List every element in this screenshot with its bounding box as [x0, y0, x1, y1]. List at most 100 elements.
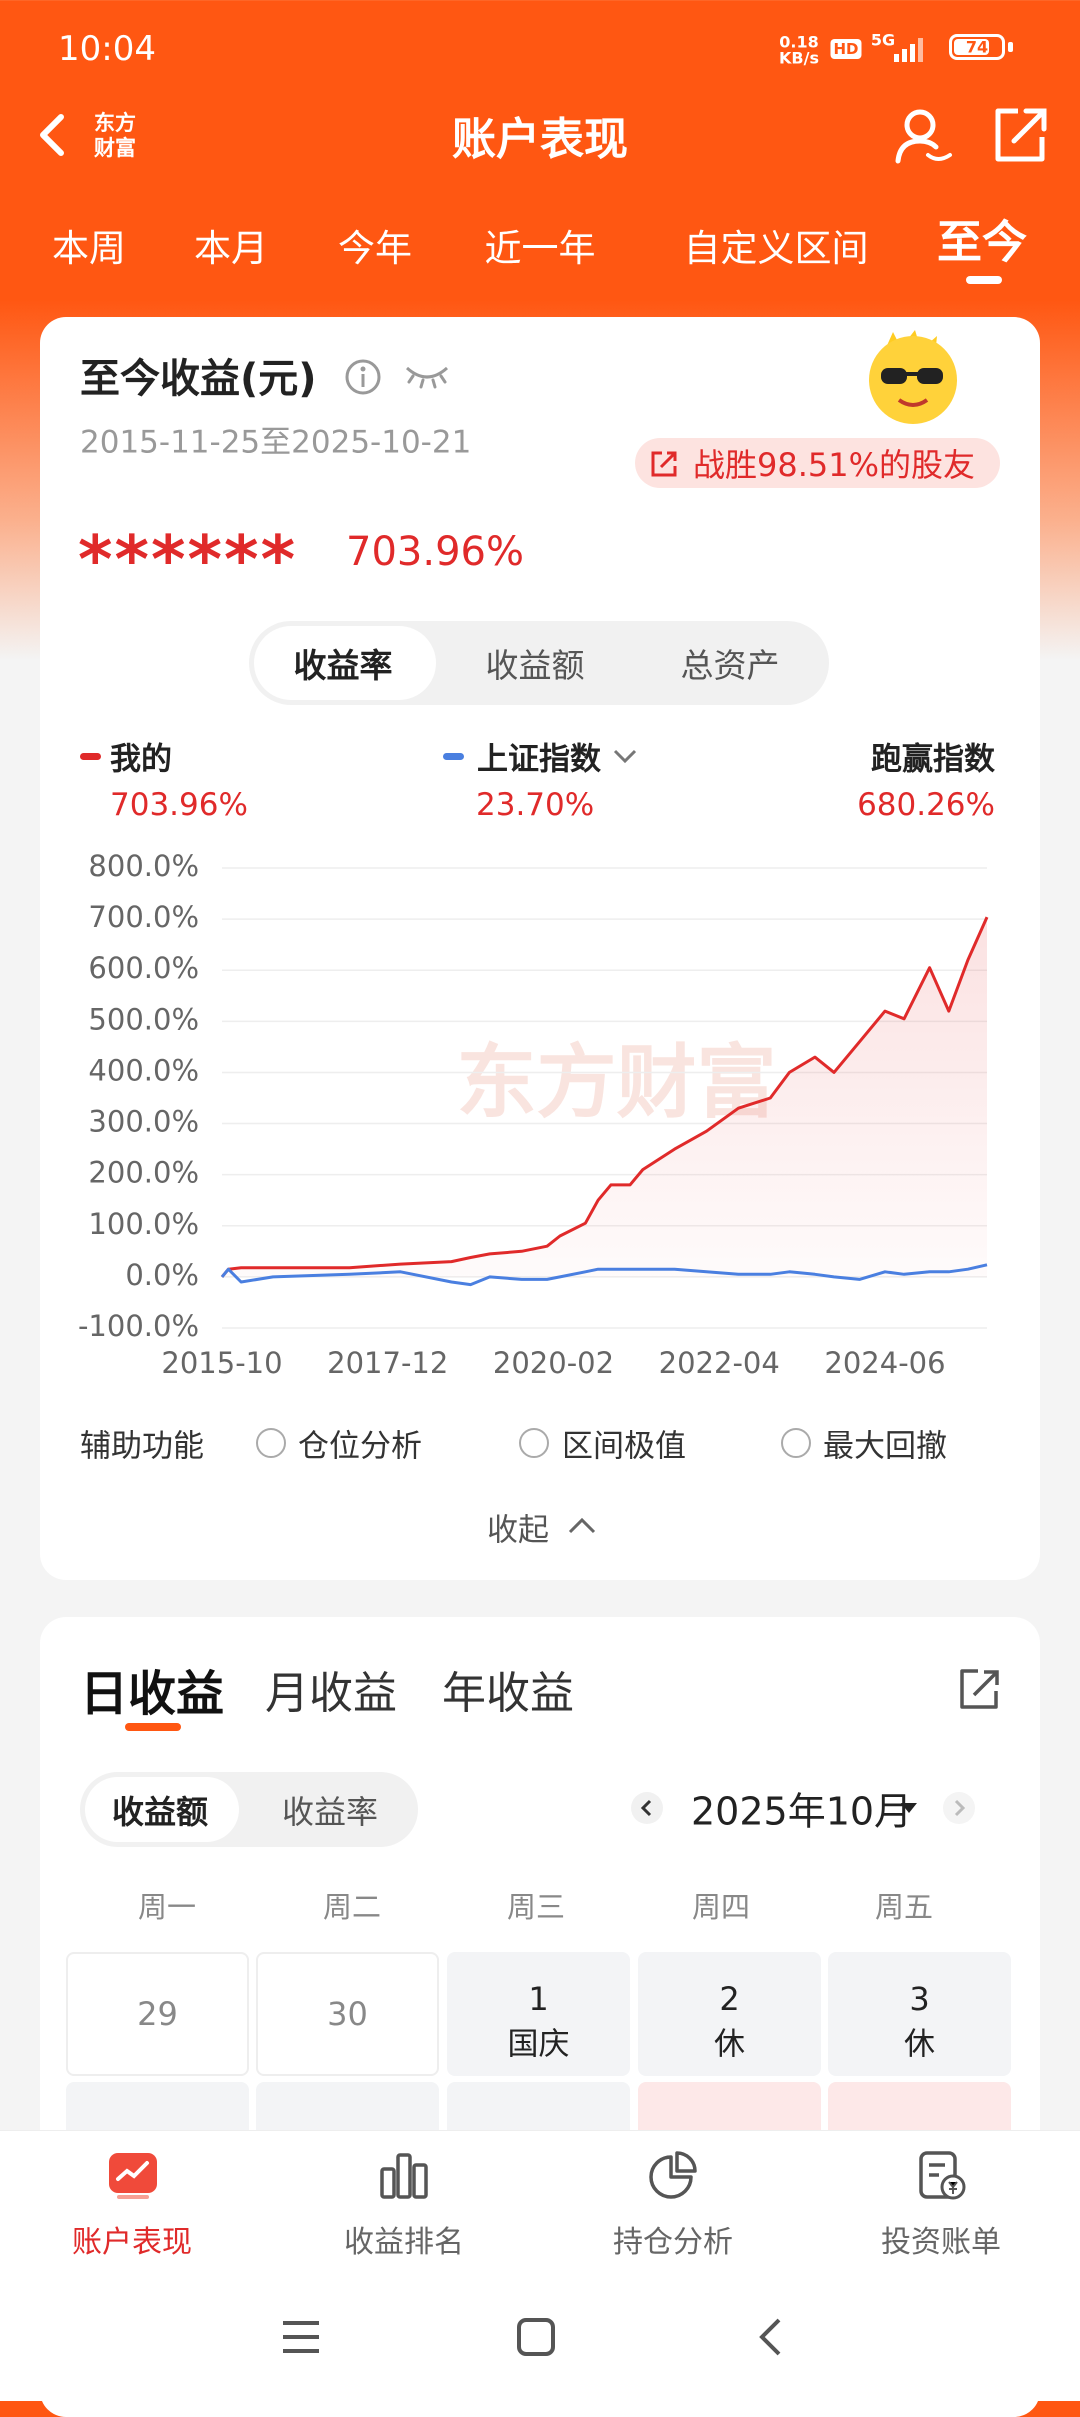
daily-share[interactable]	[956, 1667, 1002, 1713]
page-title: 账户表现	[452, 114, 628, 165]
logo-line: 财富	[94, 136, 136, 160]
period-tab[interactable]: 今年	[338, 227, 412, 270]
beat-label: 跑赢指数	[871, 741, 995, 778]
share-icon[interactable]	[990, 105, 1050, 165]
mascot	[869, 330, 957, 424]
daily-mode-selected	[85, 1777, 239, 1842]
back-button[interactable]	[33, 112, 73, 158]
period-tab[interactable]: 本周	[52, 227, 126, 270]
weekday: 周二	[322, 1890, 382, 1924]
nav-label[interactable]: 持仓分析	[613, 2225, 733, 2260]
period-tab[interactable]: 本月	[194, 227, 268, 270]
hide-icon[interactable]	[403, 360, 451, 390]
month-label[interactable]: 2025年10月	[691, 1789, 913, 1834]
radio[interactable]	[256, 1428, 286, 1458]
period-tab[interactable]: 自定义区间	[683, 227, 869, 270]
next-month[interactable]	[942, 1791, 976, 1825]
radio[interactable]	[781, 1428, 811, 1458]
daily-tab-indicator	[125, 1723, 181, 1731]
summary-title: 至今收益(元)	[80, 356, 317, 402]
nav-label-active[interactable]: 账户表现	[72, 2225, 192, 2260]
calendar-day: 2	[719, 1980, 740, 2019]
signal-icon	[894, 38, 923, 62]
battery-icon: 74	[949, 34, 1005, 60]
legend-swatch	[443, 753, 464, 760]
period-tab-active[interactable]: 至今	[936, 215, 1028, 269]
tab-indicator	[966, 276, 1002, 284]
net-speed-unit: KB/s	[779, 48, 819, 68]
calendar-note: 休	[904, 2026, 935, 2063]
mode-tab[interactable]: 收益额	[485, 646, 585, 685]
legend-name[interactable]: 上证指数	[477, 741, 601, 778]
system-back[interactable]	[755, 2317, 785, 2357]
legend-value: 703.96%	[110, 787, 248, 823]
badge-text: 战胜98.51%的股友	[693, 446, 976, 484]
legend-value: 23.70%	[476, 787, 595, 823]
collapse-chevron[interactable]	[566, 1514, 598, 1538]
tool-option[interactable]: 仓位分析	[298, 1428, 422, 1465]
performance-card	[40, 317, 1040, 1580]
daily-tab[interactable]: 年收益	[442, 1668, 574, 1719]
daily-tab[interactable]: 月收益	[265, 1668, 397, 1719]
weekday: 周五	[874, 1890, 934, 1924]
month-dropdown[interactable]	[899, 1800, 919, 1816]
mode-selected	[254, 626, 436, 700]
hd-badge: HD	[830, 39, 862, 59]
privacy-icon[interactable]	[892, 105, 954, 167]
calendar-cell[interactable]: 29	[66, 1952, 249, 2076]
index-dropdown[interactable]	[612, 746, 638, 766]
tools-label: 辅助功能	[80, 1428, 204, 1465]
total-return: 703.96%	[346, 529, 524, 575]
tool-option[interactable]: 最大回撤	[823, 1428, 947, 1465]
battery-tip	[1008, 42, 1013, 52]
nav-icon[interactable]	[107, 2149, 159, 2201]
battery-text: 74	[965, 37, 989, 57]
tool-option[interactable]: 区间极值	[562, 1428, 686, 1465]
calendar-day: 30	[327, 1995, 368, 2033]
calendar-note: 休	[714, 2026, 745, 2063]
weekday: 周四	[691, 1890, 751, 1924]
daily-mode[interactable]: 收益额	[111, 1793, 209, 1831]
weekday: 周一	[137, 1890, 197, 1924]
legend-value: 680.26%	[857, 787, 995, 823]
prev-month[interactable]	[630, 1791, 664, 1825]
legend-name: 我的	[110, 741, 172, 778]
weekday: 周三	[506, 1890, 566, 1924]
battery-level	[954, 39, 989, 55]
network-type: 5G	[870, 30, 896, 50]
nav-label[interactable]: 投资账单	[881, 2225, 1001, 2260]
collapse-button[interactable]: 收起	[487, 1512, 549, 1549]
status-time: 10:04	[58, 29, 156, 69]
calendar-day: 29	[137, 1995, 178, 2033]
calendar-cell[interactable]: 1 国庆	[447, 1952, 630, 2076]
date-range: 2015-11-25至2025-10-21	[80, 424, 472, 461]
period-tab[interactable]: 近一年	[484, 227, 596, 270]
badge-share-icon	[651, 451, 677, 477]
info-icon[interactable]	[343, 357, 383, 397]
calendar-note: 国庆	[507, 2026, 570, 2063]
daily-mode[interactable]: 收益率	[281, 1793, 379, 1831]
calendar-cell[interactable]: 30	[256, 1952, 439, 2076]
badge[interactable]	[635, 438, 1000, 488]
logo-line: 东方	[94, 111, 136, 135]
nav-label[interactable]: 收益排名	[344, 2225, 464, 2260]
nav-icon[interactable]	[378, 2149, 430, 2201]
system-home[interactable]	[516, 2317, 556, 2357]
legend-swatch	[80, 753, 101, 760]
bottom-nav: 账户表现 收益排名 持仓分析 投资账单	[0, 2130, 1080, 2401]
nav-icon[interactable]	[915, 2149, 967, 2201]
radio[interactable]	[519, 1428, 549, 1458]
net-speed: 0.18	[779, 32, 819, 52]
daily-tab-active[interactable]: 日收益	[80, 1666, 225, 1722]
masked-amount: ******	[78, 521, 298, 599]
mode-tab[interactable]: 收益率	[293, 646, 393, 685]
mode-tab[interactable]: 总资产	[680, 646, 780, 685]
calendar-day: 3	[909, 1980, 930, 2019]
nav-icon[interactable]	[647, 2149, 699, 2201]
calendar-day: 1	[528, 1980, 549, 2019]
system-menu[interactable]	[280, 2317, 322, 2357]
